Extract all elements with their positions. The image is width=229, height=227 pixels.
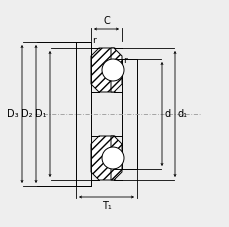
Polygon shape xyxy=(91,48,114,92)
Polygon shape xyxy=(111,48,121,92)
Text: D₁: D₁ xyxy=(35,109,47,119)
Circle shape xyxy=(101,147,123,169)
Polygon shape xyxy=(111,136,121,180)
Text: D₃: D₃ xyxy=(7,109,19,119)
Polygon shape xyxy=(91,136,114,180)
Text: r: r xyxy=(123,56,126,65)
Text: d₁: d₁ xyxy=(177,109,187,119)
Text: C: C xyxy=(103,16,109,26)
Text: T₁: T₁ xyxy=(101,201,111,211)
Text: r: r xyxy=(92,36,95,45)
Circle shape xyxy=(101,59,123,81)
Text: D₂: D₂ xyxy=(21,109,33,119)
Text: d: d xyxy=(164,109,170,119)
